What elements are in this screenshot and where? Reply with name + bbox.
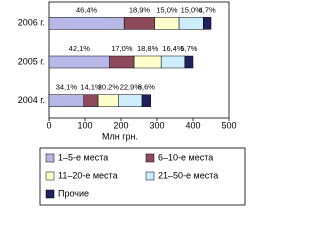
legend-label: Прочие: [58, 188, 89, 198]
bar-segment: [203, 17, 212, 30]
bar-segment: [160, 55, 186, 69]
bar-segment: [109, 55, 135, 69]
bar-segment: [48, 17, 125, 30]
x-tick-label: 0: [46, 120, 51, 130]
share-label: 46,4%: [76, 5, 98, 14]
x-axis-label: Млн грн.: [102, 131, 138, 141]
share-label: 22,9%: [120, 83, 142, 92]
share-label: 20,2%: [98, 83, 120, 92]
bar-segment: [48, 55, 110, 69]
y-tick-label: 2005 г.: [18, 56, 45, 66]
share-label: 15,0%: [181, 5, 203, 14]
share-label: 18,9%: [129, 5, 151, 14]
bar-segment: [184, 55, 194, 69]
x-tick-label: 200: [113, 120, 128, 130]
bar-segment: [141, 94, 152, 107]
legend-swatch: [145, 153, 155, 163]
y-tick-label: 2006 г.: [18, 18, 45, 28]
bar-segment: [123, 17, 156, 30]
legend-label: 1–5-е места: [58, 152, 108, 162]
bar-segment: [154, 17, 180, 30]
legend-box: [39, 147, 246, 206]
bar-segment: [118, 94, 143, 107]
share-label: 42,1%: [69, 44, 91, 53]
chart: Млн грн. 0 100 200 300 400 500 2006 г. 46,4% 18,…: [18, 1, 246, 206]
share-label: 14,1%: [80, 83, 102, 92]
share-label: 4,7%: [199, 5, 216, 14]
legend-label: 6–10-е места: [158, 152, 213, 162]
legend-swatch: [45, 153, 55, 163]
legend-label: 11–20-е места: [58, 170, 118, 180]
bar-segment: [133, 55, 162, 69]
bar-segment: [178, 17, 204, 30]
share-label: 17,0%: [111, 44, 133, 53]
x-tick-label: 500: [221, 120, 236, 130]
share-label: 34,1%: [56, 83, 78, 92]
x-tick-label: 100: [77, 120, 92, 130]
share-label: 16,4%: [162, 44, 184, 53]
share-label: 5,7%: [180, 44, 197, 53]
bar-segment: [97, 94, 119, 107]
share-label: 18,8%: [137, 44, 159, 53]
bar-segment: [83, 94, 99, 107]
bar-segment: [48, 94, 84, 107]
x-tick-label: 300: [149, 120, 164, 130]
legend-swatch: [145, 171, 155, 181]
legend-swatch: [45, 171, 55, 181]
share-label: 8,6%: [138, 83, 155, 92]
legend-label: 21–50-е места: [158, 170, 218, 180]
y-tick-label: 2004 г.: [18, 95, 45, 105]
legend-swatch: [45, 189, 55, 199]
x-tick-label: 400: [185, 120, 200, 130]
share-label: 15,0%: [156, 5, 178, 14]
